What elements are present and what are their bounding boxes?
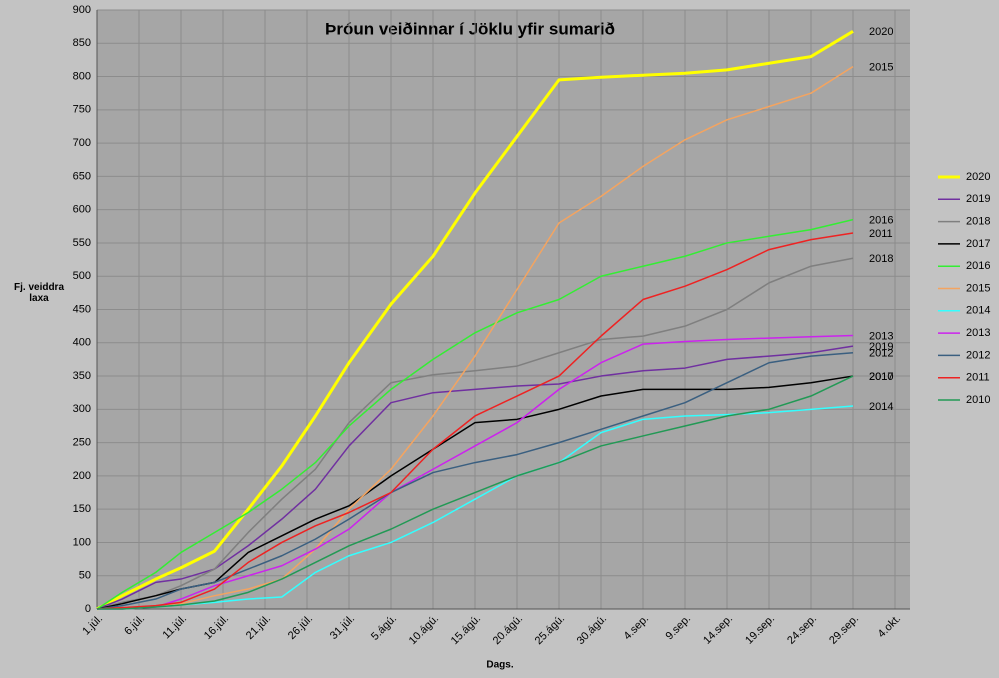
y-tick-label: 300 [73, 403, 91, 415]
series-line [97, 65, 854, 610]
legend-label: 2016 [966, 260, 990, 272]
x-tick-label: 21.júl. [244, 613, 273, 642]
legend-label: 2011 [966, 372, 990, 384]
series-line [96, 352, 854, 610]
x-tick-label: 11.júl. [161, 613, 190, 642]
legend-label: 2020 [966, 171, 990, 183]
legend-label: 2018 [966, 216, 990, 228]
legend-label: 2014 [966, 305, 990, 317]
y-tick-label: 850 [73, 37, 91, 49]
y-tick-label: 450 [73, 303, 91, 315]
series-line [96, 218, 854, 610]
x-tick-label: 14.sep. [701, 613, 735, 647]
y-tick-label: 400 [73, 337, 91, 349]
y-tick-label: 600 [73, 204, 91, 216]
y-tick-label: 200 [73, 470, 91, 482]
end-label: 2012 [869, 348, 893, 360]
series-line [96, 257, 854, 610]
x-tick-label: 25.ágú. [533, 613, 567, 647]
x-tick-label: 15.ágú. [449, 613, 483, 647]
y-tick-label: 350 [73, 370, 91, 382]
y-tick-label: 0 [85, 603, 91, 615]
y-tick-label: 500 [73, 270, 91, 282]
end-label: 2017 [869, 371, 893, 383]
y-tick-label: 150 [73, 503, 91, 515]
end-label: 2014 [869, 401, 893, 413]
legend-label: 2013 [966, 327, 990, 339]
x-tick-label: 1.júl. [80, 613, 105, 638]
y-tick-label: 700 [73, 137, 91, 149]
end-label: 2020 [869, 26, 893, 38]
end-label: 2013 [869, 330, 893, 342]
y-tick-label: 750 [73, 104, 91, 116]
x-axis-title: Dags. [486, 660, 513, 671]
x-tick-label: 24.sep. [785, 613, 819, 647]
end-label: 2018 [869, 253, 893, 265]
end-label: 2010 [869, 371, 893, 383]
legend-label: 2012 [966, 349, 990, 361]
x-tick-label: 10.ágú. [407, 613, 441, 647]
x-tick-label: 4.sep. [621, 613, 651, 643]
y-tick-label: 650 [73, 170, 91, 182]
legend-label: 2019 [966, 193, 990, 205]
y-axis-title-box: Fj. veiddra laxa [14, 282, 65, 304]
y-tick-label: 900 [73, 4, 91, 16]
x-tick-label: 19.sep. [743, 613, 777, 647]
x-tick-label: 20.ágú. [491, 613, 525, 647]
y-tick-label: 50 [79, 570, 91, 582]
end-label: 2015 [869, 61, 893, 73]
y-axis-title: Fj. veiddra laxa [14, 282, 65, 304]
series-line [96, 345, 854, 610]
y-tick-label: 100 [73, 536, 91, 548]
x-tick-label: 4.okt. [876, 613, 904, 641]
x-tick-label: 6.júl. [122, 613, 147, 638]
x-tick-label: 9.sep. [663, 613, 693, 643]
legend-label: 2010 [966, 394, 990, 406]
y-tick-label: 250 [73, 437, 91, 449]
y-tick-label: 800 [73, 70, 91, 82]
x-tick-label: 30.ágú. [575, 613, 609, 647]
y-tick-label: 550 [73, 237, 91, 249]
x-tick-label: 26.júl. [286, 613, 315, 642]
end-label: 2019 [869, 341, 893, 353]
series-line [96, 232, 854, 610]
end-label: 2016 [869, 215, 893, 227]
x-tick-label: 29.sep. [827, 613, 861, 647]
legend-label: 2017 [966, 238, 990, 250]
series-line [97, 334, 854, 610]
x-tick-label: 5.ágú. [369, 613, 399, 643]
legend-label: 2015 [966, 282, 990, 294]
x-tick-label: 16.júl. [202, 613, 231, 642]
end-label: 2011 [869, 228, 893, 240]
series-line [96, 30, 854, 611]
chart-title: Þróun veiðinnar í Jöklu yfir sumarið [325, 19, 615, 38]
series-line [97, 375, 854, 610]
x-tick-label: 31.júl. [328, 613, 357, 642]
